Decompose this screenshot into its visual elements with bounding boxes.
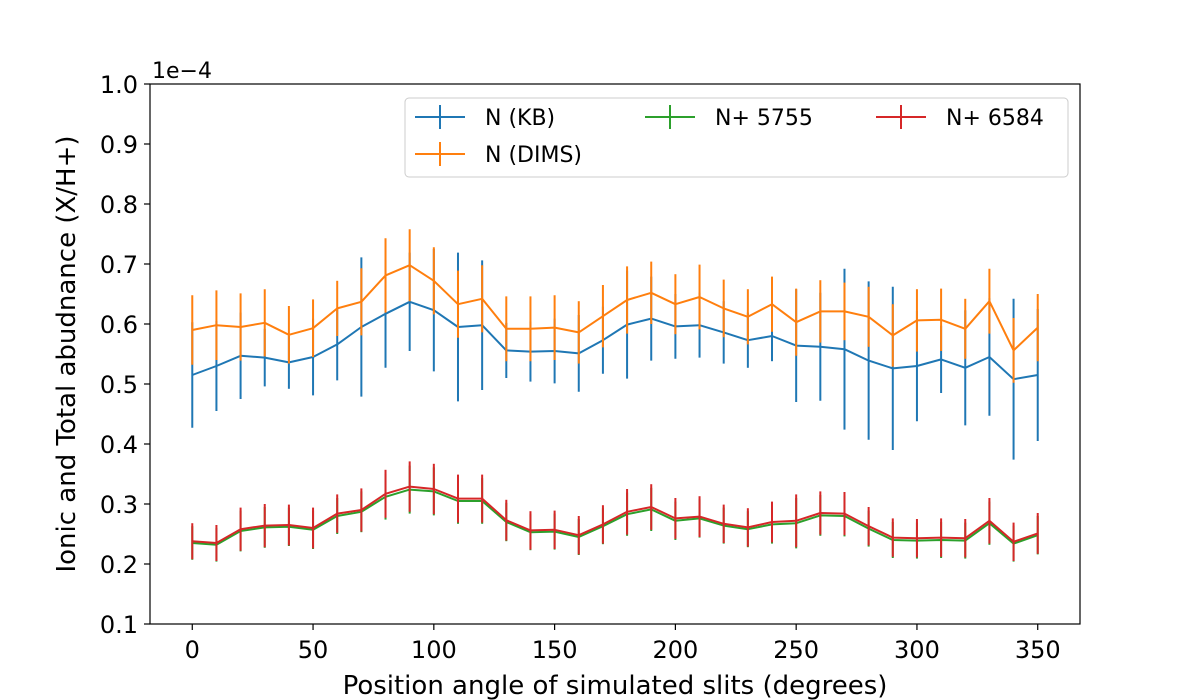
series-n-6584 [191,461,1039,561]
x-axis-title: Position angle of simulated slits (degre… [343,671,888,700]
x-axis-ticks: 0 50 100 150 200 250 300 350 [185,624,1061,664]
y-tick-label: 0.1 [100,611,138,639]
x-tick-label: 100 [411,636,457,664]
series-layer [191,229,1039,562]
series-n-5755 [191,465,1039,562]
series-line-n-kb [191,300,1038,381]
legend-item-n-5755: N+ 5755 [645,105,813,131]
legend-label-n-6584: N+ 6584 [946,106,1044,131]
x-tick-label: 200 [652,636,698,664]
legend: N (KB) N (DIMS) N+ 5755 N+ 6584 [404,97,1069,178]
plot-frame [149,83,1081,625]
y-tick-label: 0.4 [100,431,138,459]
y-multiplier-label: 1e−4 [152,59,212,84]
legend-label-n-kb: N (KB) [485,106,555,131]
legend-item-n-dims: N (DIMS) [415,142,582,168]
legend-item-n-6584: N+ 6584 [876,105,1044,131]
series-n-kb [191,249,1039,460]
y-tick-label: 0.2 [100,551,138,579]
legend-item-n-kb: N (KB) [415,105,555,131]
series-line-n-6584 [192,485,1039,544]
y-tick-label: 0.9 [100,131,138,159]
y-axis-title: Ionic and Total abudnance (X/H+) [52,135,82,572]
x-tick-label: 150 [532,636,578,664]
legend-label-n-5755: N+ 5755 [715,106,813,131]
series-line-n-dims [192,264,1039,352]
x-tick-label: 0 [185,636,200,664]
x-tick-label: 300 [894,636,940,664]
legend-label-n-dims: N (DIMS) [485,143,582,168]
series-line-n-5755 [192,488,1039,546]
y-tick-label: 0.3 [100,491,138,519]
y-tick-label: 1.0 [100,71,138,99]
x-tick-label: 250 [773,636,819,664]
y-tick-label: 0.8 [100,191,138,219]
series-n-dims [191,229,1039,383]
y-tick-label: 0.5 [100,371,138,399]
y-axis-ticks: 0.1 0.2 0.3 0.4 0.5 0.6 0.7 0.8 0.9 1.0 [100,71,150,639]
y-tick-label: 0.7 [100,251,138,279]
x-tick-label: 350 [1015,636,1061,664]
y-tick-label: 0.6 [100,311,138,339]
x-tick-label: 50 [298,636,329,664]
